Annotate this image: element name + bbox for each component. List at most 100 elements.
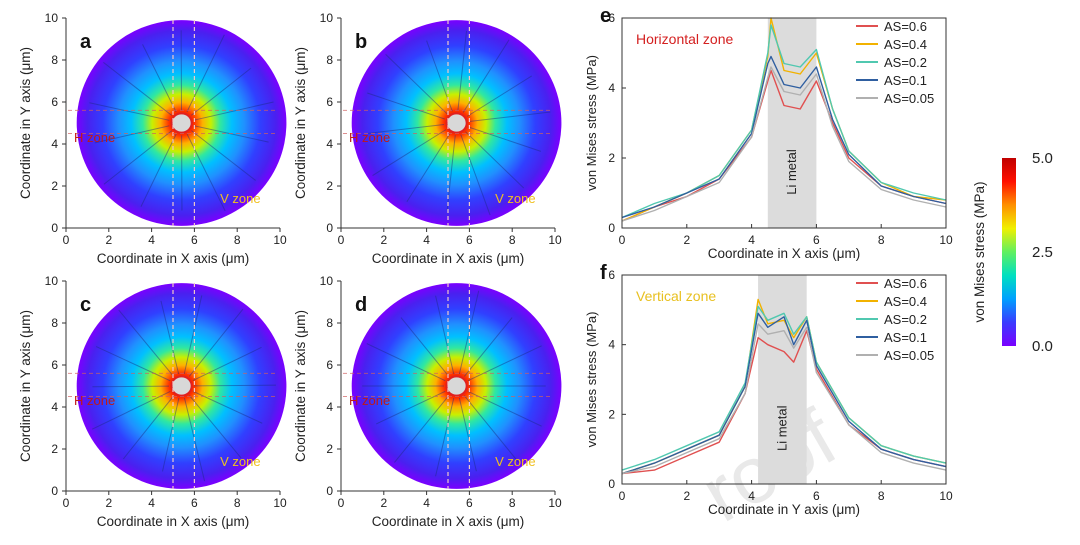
x-tick-label: 4	[748, 489, 755, 503]
crack-line	[183, 295, 203, 375]
crack-line	[464, 317, 513, 377]
zone-title: Horizontal zone	[636, 31, 733, 47]
stress-map-panel-d: H zone V zone 0 2 4 6 8 10 0 2 4 6 8 10 Coordinate in …	[293, 274, 562, 529]
stress-profile-panel-e: Li metal AS=0.6 AS=0.4 AS=0.2 AS=0.1 AS=0.05 H…	[584, 5, 953, 261]
crack-line	[91, 391, 171, 430]
crack-line	[460, 134, 491, 216]
crack-line	[406, 133, 451, 203]
x-axis-label: Coordinate in X axis (μm)	[97, 251, 250, 266]
panel-letter: f	[600, 262, 607, 284]
crack-line	[367, 92, 445, 120]
y-tick-label: 2	[608, 407, 615, 421]
x-tick-label: 2	[380, 496, 387, 510]
legend-label: AS=0.4	[884, 294, 927, 309]
x-tick-label: 8	[234, 233, 241, 247]
panel-letter: d	[355, 294, 367, 316]
x-axis-label: Coordinate in X axis (μm)	[97, 514, 250, 529]
y-axis-label: Coordinate in Y axis (μm)	[293, 310, 308, 462]
y-tick-label: 0	[608, 477, 615, 491]
li-metal-hole	[445, 112, 468, 134]
crack-line	[191, 67, 252, 116]
x-tick-label: 6	[466, 496, 473, 510]
crack-line	[192, 346, 262, 381]
crack-line	[89, 102, 170, 121]
crack-line	[468, 111, 551, 123]
x-tick-label: 6	[191, 233, 198, 247]
crack-line	[400, 317, 450, 377]
h-zone-label: H zone	[349, 130, 390, 145]
li-metal-hole	[170, 375, 193, 397]
x-tick-label: 10	[939, 233, 953, 247]
y-axis-label: Coordinate in Y axis (μm)	[293, 47, 308, 199]
crack-line	[191, 130, 256, 181]
y-tick-label: 2	[326, 442, 333, 456]
x-tick-label: 2	[105, 496, 112, 510]
v-zone-label: V zone	[220, 454, 260, 469]
x-tick-label: 0	[63, 233, 70, 247]
crack-line	[468, 126, 542, 152]
y-tick-label: 0	[51, 484, 58, 498]
colorbar-tick-label: 5.0	[1032, 150, 1053, 167]
x-tick-label: 2	[683, 489, 690, 503]
li-metal-region	[758, 275, 807, 484]
x-tick-label: 6	[813, 233, 820, 247]
series-line-AS=0.6	[621, 330, 947, 475]
x-tick-label: 8	[878, 233, 885, 247]
x-tick-label: 4	[148, 496, 155, 510]
y-tick-label: 6	[326, 358, 333, 372]
crack-line	[435, 397, 455, 477]
x-axis-label: Coordinate in X axis (μm)	[708, 246, 861, 261]
series-line-AS=0.05	[621, 323, 947, 475]
h-zone-label: H zone	[74, 393, 115, 408]
x-tick-label: 4	[148, 233, 155, 247]
crack-line	[188, 308, 244, 377]
crack-line	[92, 385, 169, 388]
stress-map-panel-b: H zone V zone 0 2 4 6 8 10 0 2 4 6 8 10 Coordinate in …	[293, 11, 562, 266]
y-tick-label: 0	[51, 221, 58, 235]
x-tick-label: 4	[748, 233, 755, 247]
legend-label: AS=0.05	[884, 91, 934, 106]
series-line-AS=0.2	[621, 305, 947, 471]
crack-line	[394, 395, 450, 463]
series-line-AS=0.1	[621, 312, 947, 475]
colorbar-tick-label: 2.5	[1032, 244, 1053, 261]
y-tick-label: 6	[326, 95, 333, 109]
crack-line	[94, 125, 170, 144]
y-tick-label: 10	[320, 11, 334, 25]
x-tick-label: 10	[939, 489, 953, 503]
y-tick-label: 10	[320, 274, 334, 288]
crack-line	[367, 123, 445, 134]
y-tick-label: 6	[608, 268, 615, 282]
crack-line	[142, 44, 177, 113]
v-zone-label: V zone	[220, 191, 260, 206]
v-zone-label: V zone	[495, 454, 535, 469]
series-line-AS=0.05	[621, 66, 947, 222]
y-tick-label: 10	[45, 274, 59, 288]
crack-line	[103, 130, 173, 185]
y-axis-label: Coordinate in Y axis (μm)	[18, 310, 33, 462]
crack-line	[189, 395, 242, 459]
x-tick-label: 0	[338, 233, 345, 247]
y-tick-label: 2	[608, 151, 615, 165]
x-tick-label: 4	[423, 496, 430, 510]
y-tick-label: 0	[326, 221, 333, 235]
h-zone-label: H zone	[349, 393, 390, 408]
series-line-AS=0.1	[621, 55, 947, 219]
y-tick-label: 2	[326, 179, 333, 193]
legend-label: AS=0.2	[884, 55, 927, 70]
x-tick-label: 8	[509, 233, 516, 247]
x-axis-label: Coordinate in X axis (μm)	[372, 251, 525, 266]
li-metal-region	[767, 18, 817, 228]
x-tick-label: 2	[380, 233, 387, 247]
crack-line	[193, 101, 274, 121]
crack-line	[366, 343, 446, 382]
legend-label: AS=0.1	[884, 73, 927, 88]
crack-line	[140, 133, 177, 207]
y-tick-label: 6	[51, 95, 58, 109]
y-tick-label: 4	[326, 400, 333, 414]
y-tick-label: 6	[51, 358, 58, 372]
panel-letter: e	[600, 5, 611, 27]
crack-line	[467, 345, 542, 382]
y-tick-label: 0	[326, 484, 333, 498]
y-tick-label: 8	[326, 53, 333, 67]
